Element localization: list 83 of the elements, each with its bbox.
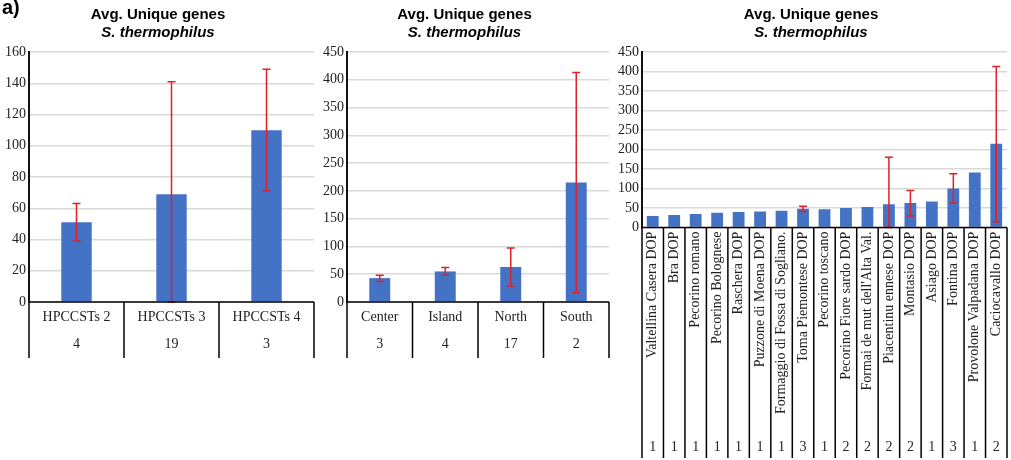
y-tick-label: 450 [618, 43, 639, 59]
chart-title: Avg. Unique genes [90, 5, 226, 23]
bar [61, 222, 92, 302]
category-label: Piacentinu ennese DOP 2 [880, 231, 896, 454]
chart-title: Avg. Unique genes [743, 5, 879, 23]
bar [990, 143, 1003, 227]
y-tick-label: 300 [618, 102, 639, 118]
y-tick-label: 50 [625, 199, 639, 215]
x-tick-label: Center 3 [361, 308, 399, 351]
y-tick-label: 350 [618, 82, 639, 98]
y-tick-label: 100 [323, 238, 344, 254]
y-tick-label: 150 [323, 210, 344, 226]
bar [156, 194, 187, 302]
y-tick-label: 20 [12, 262, 26, 278]
category-label: Raschera DOP 1 [730, 231, 746, 454]
bar [818, 209, 831, 227]
category-label: Toma Piemontese DOP 3 [794, 231, 810, 454]
x-tick-label: South 2 [559, 308, 593, 351]
x-tick-label: HPCCSTs 3 19 [137, 308, 206, 351]
y-tick-label: 140 [5, 74, 26, 90]
y-tick-label: 100 [618, 180, 639, 196]
bar [968, 172, 981, 227]
y-tick-label: 300 [323, 127, 344, 143]
bar [711, 212, 724, 227]
bar [861, 206, 874, 227]
category-label: Bra DOP 1 [665, 231, 681, 454]
bar [500, 267, 522, 302]
bar [668, 215, 681, 227]
y-tick-label: 400 [618, 63, 639, 79]
bar [251, 130, 282, 302]
bar [646, 215, 659, 227]
y-tick-label: 100 [5, 137, 26, 153]
category-label: Provolone Valpadana DOP 1 [966, 231, 982, 454]
y-tick-label: 400 [323, 71, 344, 87]
bar [754, 211, 766, 227]
bar [797, 208, 809, 227]
category-label: Valtellina Casera DOP 1 [644, 231, 660, 454]
category-label: Montasio DOP 2 [902, 231, 918, 454]
chart-title: Avg. Unique genes [397, 5, 532, 23]
y-tick-label: 200 [323, 182, 344, 198]
bar [565, 182, 587, 302]
category-label: Pecorino romano 1 [687, 231, 703, 454]
category-label: Asiago DOP 1 [923, 231, 939, 454]
chart-subtitle: S. thermophilus [407, 23, 522, 41]
category-label: Formaggio di Fossa di Sogliano. 1 [773, 231, 789, 454]
category-label: Pecorino Bolognese 1 [708, 231, 724, 454]
category-label: Puzzone di Moena DOP 1 [751, 231, 767, 454]
x-tick-label: North 17 [494, 308, 528, 351]
y-tick-label: 350 [323, 99, 344, 115]
x-tick-label: HPCCSTs 4 3 [232, 308, 301, 351]
category-label: Fontina DOP 3 [945, 231, 960, 454]
y-tick-label: 120 [5, 106, 26, 122]
category-label: Pecorino Fiore sardo DOP 2 [837, 231, 853, 454]
y-tick-label: 0 [337, 293, 344, 309]
bar [689, 213, 702, 227]
y-tick-label: 40 [12, 231, 26, 247]
bar [775, 210, 788, 227]
bar [434, 271, 456, 302]
bar [947, 188, 960, 227]
x-tick-label: Island 4 [428, 308, 463, 351]
y-tick-label: 0 [632, 219, 639, 235]
x-tick-label: HPCCSTs 2 4 [42, 308, 111, 351]
chart-subtitle: S. thermophilus [754, 23, 868, 41]
y-tick-label: 60 [12, 199, 26, 215]
bar [904, 203, 917, 227]
y-tick-label: 0 [19, 293, 26, 309]
bar [369, 278, 391, 302]
y-tick-label: 80 [12, 168, 26, 184]
category-label: Caciocavallo DOP 2 [987, 231, 1003, 454]
y-tick-label: 250 [618, 121, 639, 137]
bar [925, 201, 938, 227]
y-tick-label: 450 [323, 43, 344, 59]
y-tick-label: 160 [5, 43, 26, 59]
bar [732, 211, 745, 227]
category-label: Formai de mut dell'Alta Val. 2 [859, 231, 875, 454]
bar [840, 208, 852, 227]
chart-subtitle: S. thermophilus [101, 23, 215, 41]
y-tick-label: 250 [323, 154, 344, 170]
text: a) [2, 0, 20, 19]
y-tick-label: 150 [618, 160, 639, 176]
y-tick-label: 200 [618, 141, 639, 157]
y-tick-label: 50 [330, 265, 344, 281]
category-label: Pecorino toscano 1 [816, 231, 832, 454]
